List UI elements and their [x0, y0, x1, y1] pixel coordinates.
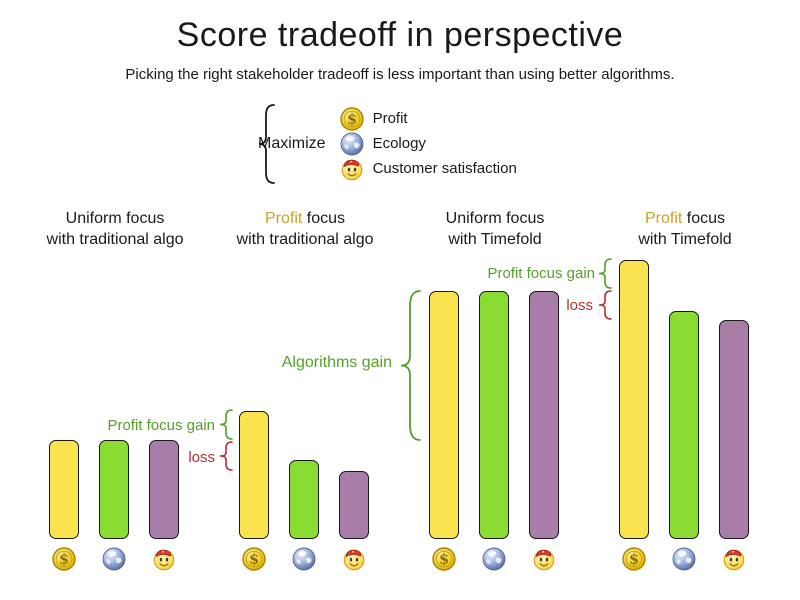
legend-item-label: Customer satisfaction: [372, 160, 517, 177]
bar-customer-satisfaction: [149, 440, 179, 539]
bar-profit: [49, 440, 79, 539]
smiley-cap-icon: [722, 547, 746, 571]
profit-focus-gain-brace: [219, 409, 233, 440]
profit-focus-gain-label: Profit focus gain: [107, 417, 215, 434]
group-header-text: focus: [682, 210, 726, 227]
group-header-line2: with Timefold: [638, 231, 732, 248]
stakeholder-icons: [52, 547, 176, 571]
smiley-cap-icon: [342, 547, 366, 571]
bar-ecology: [289, 460, 319, 539]
group-header-highlight: Profit: [644, 210, 683, 227]
globe-icon: [672, 547, 696, 571]
group-header-line2: with Timefold: [448, 231, 542, 248]
page-title: Score tradeoff in perspective: [176, 16, 624, 54]
stakeholder-icons: [432, 547, 556, 571]
coin-dollar-icon: [622, 547, 646, 571]
smiley-cap-icon: [152, 547, 176, 571]
algorithms-gain-label: Algorithms gain: [281, 354, 392, 371]
group-header-profit-timefold: Profit focus with Timefold: [575, 208, 795, 250]
loss-brace: [219, 441, 233, 471]
bar-customer-satisfaction: [529, 291, 559, 539]
loss-brace: [598, 290, 612, 320]
legend-item-profit: Profit: [340, 106, 517, 131]
group-header-text: Uniform focus: [445, 210, 545, 227]
loss-label: loss: [566, 297, 593, 314]
legend-item-label: Ecology: [372, 135, 426, 152]
bar-customer-satisfaction: [339, 471, 369, 539]
group-header-uniform-traditional: Uniform focus with traditional algo: [5, 208, 225, 250]
bar-profit: [239, 411, 269, 539]
legend-item-label: Profit: [372, 110, 408, 127]
coin-dollar-icon: [242, 547, 266, 571]
profit-focus-gain-brace: [598, 258, 612, 289]
bar-customer-satisfaction: [719, 320, 749, 539]
globe-icon: [292, 547, 316, 571]
bar-profit: [429, 291, 459, 539]
legend-items: Profit Ecology Customer satisfaction: [340, 104, 517, 183]
bar-group-profit-traditional: [239, 411, 369, 539]
legend-brace: [258, 103, 275, 184]
profit-focus-gain-label: Profit focus gain: [487, 265, 595, 282]
globe-icon: [340, 132, 364, 156]
stakeholder-icons: [242, 547, 366, 571]
group-header-profit-traditional: Profit focus with traditional algo: [195, 208, 415, 250]
bar-group-uniform-traditional: [49, 440, 179, 539]
bar-group-profit-timefold: [619, 260, 749, 539]
legend-item-customer-satisfaction: Customer satisfaction: [340, 156, 517, 181]
bar-ecology: [99, 440, 129, 539]
legend-item-ecology: Ecology: [340, 131, 517, 156]
group-header-line2: with traditional algo: [46, 231, 184, 248]
globe-icon: [482, 547, 506, 571]
stakeholder-icons: [622, 547, 746, 571]
smiley-cap-icon: [340, 157, 364, 181]
bar-profit: [619, 260, 649, 539]
coin-dollar-icon: [432, 547, 456, 571]
group-header-text: focus: [302, 210, 346, 227]
smiley-cap-icon: [532, 547, 556, 571]
bar-ecology: [669, 311, 699, 539]
group-header-line2: with traditional algo: [236, 231, 374, 248]
loss-label: loss: [188, 449, 215, 466]
coin-dollar-icon: [52, 547, 76, 571]
algorithms-gain-brace: [400, 290, 421, 441]
coin-dollar-icon: [340, 107, 364, 131]
legend-maximize-label: Maximize: [258, 134, 326, 152]
group-header-highlight: Profit: [264, 210, 303, 227]
page-subtitle: Picking the right stakeholder tradeoff i…: [125, 66, 675, 83]
globe-icon: [102, 547, 126, 571]
group-header-text: Uniform focus: [65, 210, 165, 227]
bar-group-uniform-timefold: [429, 291, 559, 539]
group-header-uniform-timefold: Uniform focus with Timefold: [385, 208, 605, 250]
bar-ecology: [479, 291, 509, 539]
legend: Maximize Profit Ecology Customer satisfa…: [258, 103, 517, 184]
